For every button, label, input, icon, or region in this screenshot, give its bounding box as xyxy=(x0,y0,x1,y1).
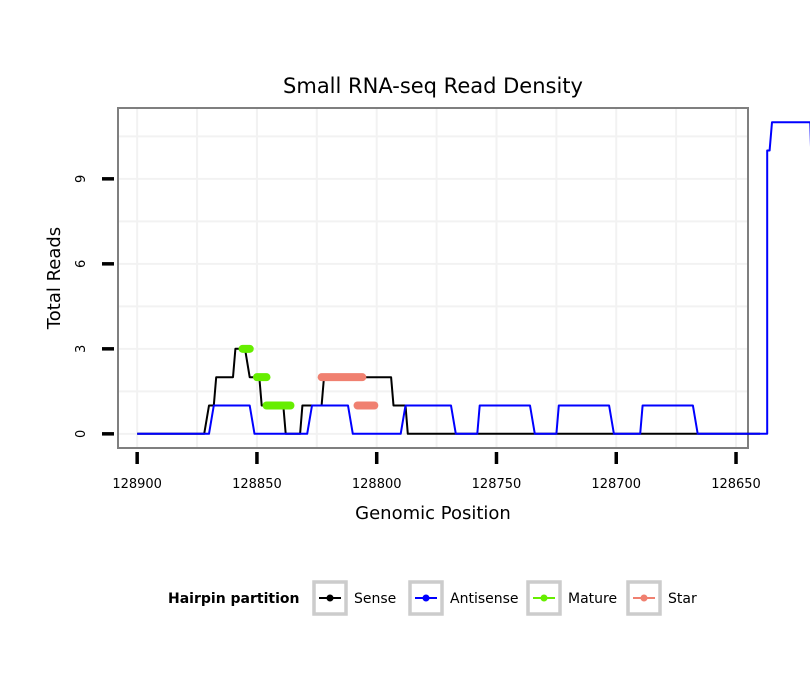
grid-lines xyxy=(119,109,747,447)
y-axis-title: Total Reads xyxy=(44,227,65,330)
x-tick-label: 128750 xyxy=(472,477,522,492)
legend-label-antisense: Antisense xyxy=(450,591,519,607)
antisense-line xyxy=(137,121,810,435)
legend-dot-sense xyxy=(326,594,334,602)
x-tick-label: 128850 xyxy=(232,477,282,492)
x-tick-label: 128800 xyxy=(352,477,402,492)
axes: 128900 128850 128800 128750 128700 128650 0 3 6 9 xyxy=(74,175,761,492)
legend-label-sense: Sense xyxy=(354,591,396,607)
legend-label-star: Star xyxy=(668,591,697,607)
x-tick-label: 128700 xyxy=(591,477,641,492)
chart-title: Small RNA-seq Read Density xyxy=(283,74,583,98)
x-axis-title: Genomic Position xyxy=(355,503,511,524)
x-tick-label: 128650 xyxy=(711,477,761,492)
x-tick-label: 128900 xyxy=(112,477,162,492)
legend-title: Hairpin partition xyxy=(168,591,299,607)
legend: Hairpin partition Sense Antisense Mature St… xyxy=(168,580,697,616)
sense-line xyxy=(137,347,760,435)
y-tick-label: 9 xyxy=(74,175,89,183)
y-tick-label: 6 xyxy=(74,260,89,268)
data-layer xyxy=(137,121,810,435)
legend-dot-star xyxy=(640,594,648,602)
legend-label-mature: Mature xyxy=(568,591,617,607)
legend-dot-mature xyxy=(540,594,548,602)
y-tick-label: 3 xyxy=(74,345,89,353)
y-tick-label: 0 xyxy=(74,430,89,438)
plot-panel xyxy=(117,107,749,449)
legend-dot-antisense xyxy=(422,594,430,602)
